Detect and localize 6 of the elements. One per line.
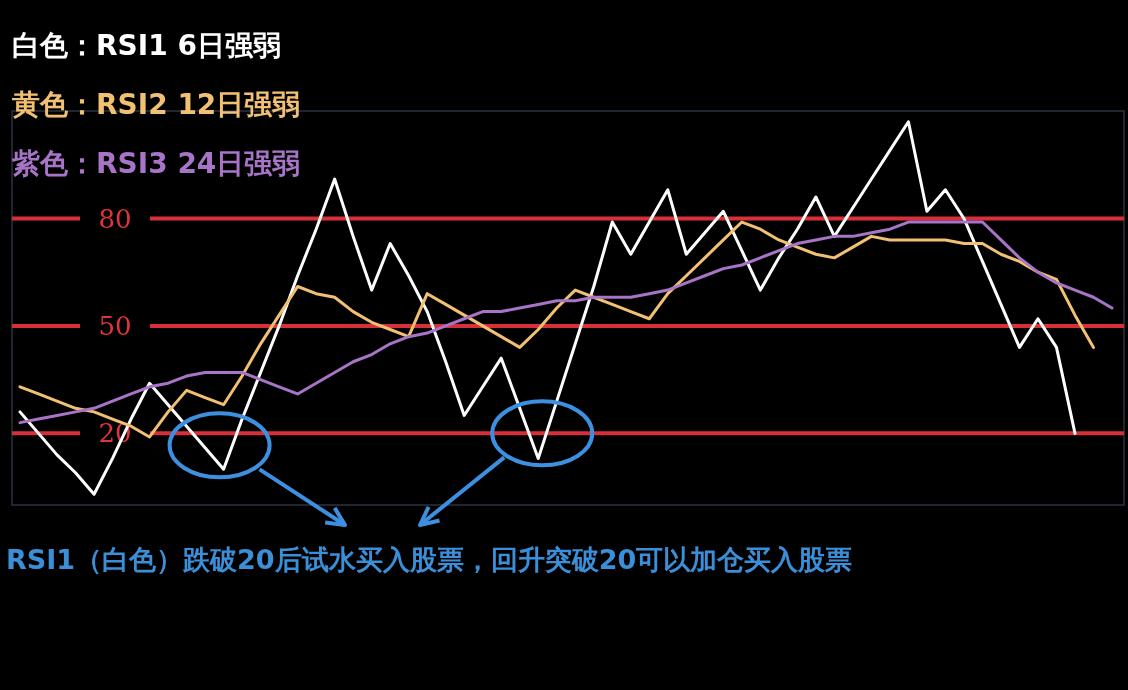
text: 黄色：RSI2 12日强弱 <box>11 87 301 121</box>
y-tick-label: 50 <box>98 311 132 342</box>
y-tick-label: 80 <box>98 203 132 234</box>
text: 紫色：RSI3 24日强弱 <box>11 146 301 180</box>
text: RSI1（白色）跌破20后试水买入股票，回升突破20可以加仓买入股票 <box>6 544 853 576</box>
text: 白色：RSI1 6日强弱 <box>12 28 281 62</box>
